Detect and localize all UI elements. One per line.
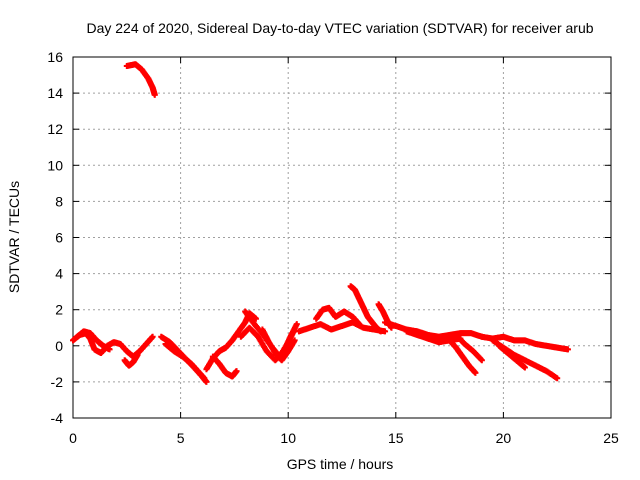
data-point xyxy=(291,337,298,344)
data-point xyxy=(521,364,528,371)
y-tick-label: 0 xyxy=(55,338,63,354)
data-point xyxy=(356,321,363,328)
x-tick-label: 0 xyxy=(69,430,77,446)
series-arc-t xyxy=(478,333,571,353)
series-arc-p xyxy=(382,319,485,340)
chart-title: Day 224 of 2020, Sidereal Day-to-day VTE… xyxy=(86,20,593,36)
y-tick-label: 4 xyxy=(55,266,63,282)
data-point xyxy=(151,91,158,98)
y-tick-label: 12 xyxy=(47,121,63,137)
series-arc-k xyxy=(259,326,298,364)
y-tick-label: -2 xyxy=(51,374,64,390)
series-arc-s xyxy=(453,331,485,364)
x-axis-label: GPS time / hours xyxy=(287,456,394,472)
data-points xyxy=(70,61,571,385)
data-point xyxy=(478,357,485,364)
axis-ticks: 0 5 10 15 20 25 -4 -2 0 2 4 6 8 10 12 14 16 xyxy=(47,49,619,446)
x-tick-label: 10 xyxy=(280,430,296,446)
series-arc-d xyxy=(123,61,158,98)
data-point xyxy=(134,351,141,358)
y-axis-label: SDTVAR / TECUs xyxy=(6,181,22,293)
data-point xyxy=(293,321,300,328)
y-tick-label: 14 xyxy=(47,85,63,101)
series-arc-b xyxy=(74,328,113,353)
data-point xyxy=(201,375,208,382)
series-arc-m xyxy=(313,304,363,328)
series-arc-n xyxy=(347,283,384,335)
data-point xyxy=(203,378,210,385)
data-point xyxy=(149,333,156,340)
series-arc-v xyxy=(496,342,528,371)
y-tick-label: 2 xyxy=(55,302,63,318)
series-arc-q xyxy=(403,328,464,346)
data-point xyxy=(106,346,113,353)
data-point xyxy=(233,368,240,375)
x-tick-label: 15 xyxy=(388,430,404,446)
data-point xyxy=(377,328,384,335)
data-point xyxy=(564,346,571,353)
data-point xyxy=(554,375,561,382)
series-arc-c xyxy=(121,351,141,369)
data-point xyxy=(472,369,479,376)
data-point xyxy=(291,326,298,333)
y-tick-label: -4 xyxy=(51,410,64,426)
series-arc-f xyxy=(162,340,208,382)
y-tick-label: 10 xyxy=(47,157,63,173)
y-tick-label: 8 xyxy=(55,193,63,209)
x-tick-label: 5 xyxy=(177,430,185,446)
y-tick-label: 16 xyxy=(47,49,63,65)
series-arc-r xyxy=(446,337,479,376)
series-arc-h xyxy=(209,353,240,380)
x-tick-label: 25 xyxy=(603,430,619,446)
y-tick-label: 6 xyxy=(55,230,63,246)
x-tick-label: 20 xyxy=(496,430,512,446)
